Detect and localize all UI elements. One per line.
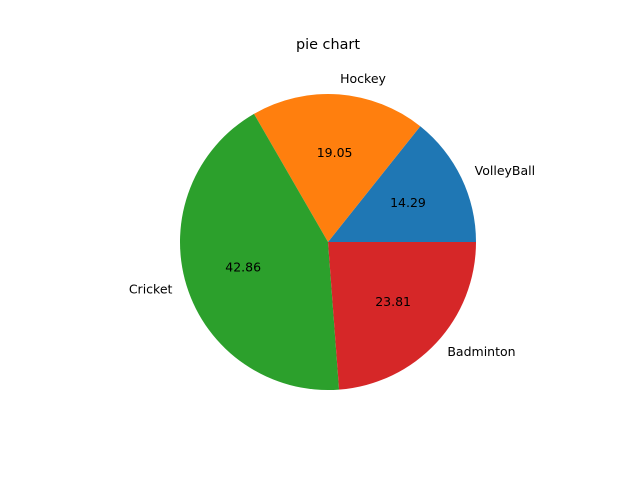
pie-slices	[179, 93, 476, 390]
chart-title: pie chart	[296, 37, 360, 53]
pie-slice-badminton	[328, 242, 476, 390]
slice-percent-badminton: 23.81	[375, 294, 411, 309]
slice-label-hockey: Hockey	[340, 71, 386, 86]
slice-label-badminton: Badminton	[447, 344, 515, 359]
slice-label-volleyball: VolleyBall	[475, 163, 535, 178]
pie-slice-volleyball	[328, 126, 476, 242]
pie-slice-cricket	[179, 113, 340, 390]
pie-labels: VolleyBall 14.29 Hockey 19.05 Cricket 42.86 Ba…	[129, 71, 535, 359]
slice-label-cricket: Cricket	[129, 282, 173, 297]
slice-percent-cricket: 42.86	[225, 260, 261, 275]
pie-slice-hockey	[253, 93, 421, 242]
slice-percent-volleyball: 14.29	[390, 195, 426, 210]
slice-percent-hockey: 19.05	[317, 145, 353, 160]
